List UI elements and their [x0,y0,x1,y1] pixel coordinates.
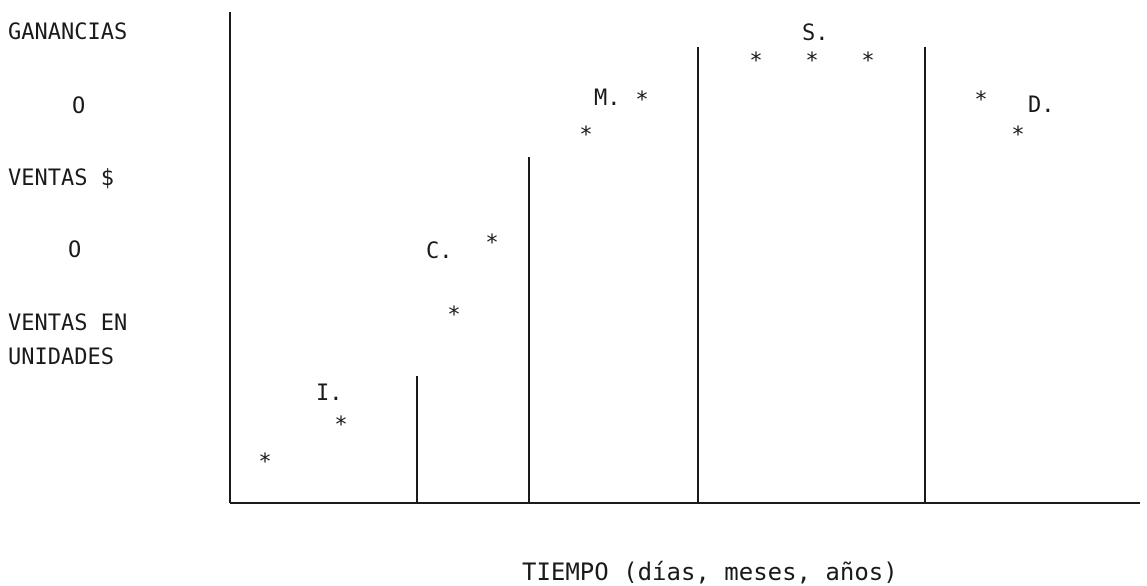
data-point-star: * [805,49,818,74]
stage-label: S. [802,21,829,46]
data-point-star: * [635,88,648,113]
y-axis-label-line-5: VENTAS EN [8,311,128,336]
data-point-star: * [1049,0,1062,6]
data-point-star: * [258,450,271,475]
y-axis-label-line-3: VENTAS $ [8,166,114,191]
stage-label: M. [594,86,621,111]
y-axis-label-line-6: UNIDADES [8,345,114,370]
data-point-star: * [749,49,762,74]
stage-label: I. [316,381,343,406]
x-axis-label: TIEMPO (días, meses, años) [522,558,898,586]
data-point-star: * [447,303,460,328]
data-point-star: * [974,88,987,113]
data-point-star: * [1011,123,1024,148]
y-axis-label-line-1: GANANCIAS [8,20,128,45]
y-axis-label-line-4: O [68,238,82,263]
data-point-star: * [579,123,592,148]
data-point-star: * [861,49,874,74]
y-axis-label-line-2: O [72,94,86,119]
stage-label: C. [426,239,453,264]
data-point-star: * [485,231,498,256]
data-point-star: * [334,413,347,438]
stage-label: D. [1028,93,1055,118]
